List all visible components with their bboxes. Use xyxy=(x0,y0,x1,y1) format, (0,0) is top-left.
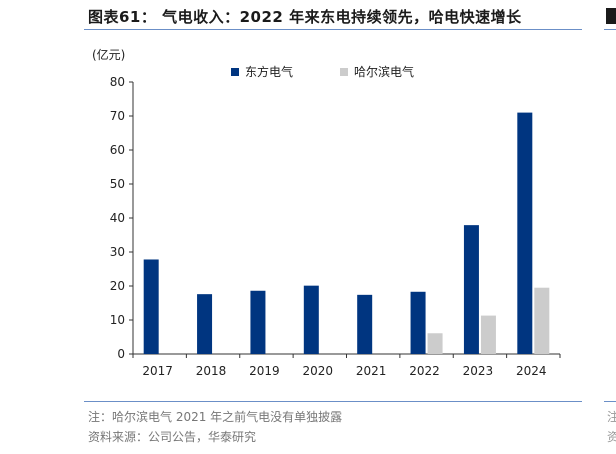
x-tick-label: 2020 xyxy=(303,364,334,378)
y-tick-label: 30 xyxy=(110,245,125,259)
chart-title: 图表61： 气电收入：2022 年来东电持续领先，哈电快速增长 xyxy=(88,8,522,26)
x-tick-label: 2024 xyxy=(516,364,547,378)
bar-dongfang-2022 xyxy=(410,291,426,354)
y-tick-label: 70 xyxy=(110,109,125,123)
y-tick-label: 20 xyxy=(110,279,125,293)
x-tick-label: 2019 xyxy=(249,364,280,378)
y-tick-label: 80 xyxy=(110,75,125,89)
x-tick-label: 2018 xyxy=(196,364,227,378)
y-tick-label: 50 xyxy=(110,177,125,191)
next-figure-note-edge: 注 xyxy=(607,410,616,424)
y-tick-label: 0 xyxy=(117,347,125,361)
chart-note: 注：哈尔滨电气 2021 年之前气电没有单独披露 xyxy=(88,410,343,424)
bar-harbin-2023 xyxy=(480,315,496,354)
bar-dongfang-2020 xyxy=(303,285,319,354)
footer-rule xyxy=(84,401,582,402)
bar-dongfang-2019 xyxy=(250,290,266,354)
legend-label-harbin: 哈尔滨电气 xyxy=(354,65,415,79)
next-figure-rule xyxy=(604,29,616,30)
next-figure-rule-bottom xyxy=(604,401,616,402)
bar-dongfang-2023 xyxy=(463,225,479,354)
bar-harbin-2022 xyxy=(427,333,443,354)
bar-harbin-2024 xyxy=(534,287,550,354)
next-figure-edge xyxy=(606,8,616,24)
y-tick-label: 10 xyxy=(110,313,125,327)
y-tick-label: 60 xyxy=(110,143,125,157)
next-figure-source-edge: 资 xyxy=(607,430,616,444)
legend-swatch-harbin xyxy=(340,68,348,76)
legend-label-dongfang: 东方电气 xyxy=(245,65,294,79)
bar-dongfang-2017 xyxy=(143,259,159,354)
legend-item-harbin: 哈尔滨电气 xyxy=(340,63,414,80)
x-tick-label: 2017 xyxy=(142,364,173,378)
y-tick-label: 40 xyxy=(110,211,125,225)
x-tick-label: 2022 xyxy=(409,364,440,378)
y-axis-unit: (亿元) xyxy=(92,48,126,62)
chart-source: 资料来源：公司公告，华泰研究 xyxy=(88,430,257,444)
bar-dongfang-2018 xyxy=(197,294,213,354)
title-rule xyxy=(84,29,582,30)
bar-dongfang-2024 xyxy=(517,112,533,354)
x-tick-label: 2021 xyxy=(356,364,387,378)
legend-item-dongfang: 东方电气 xyxy=(231,63,293,80)
bar-dongfang-2021 xyxy=(357,294,373,354)
x-tick-label: 2023 xyxy=(463,364,494,378)
legend-swatch-dongfang xyxy=(231,68,239,76)
